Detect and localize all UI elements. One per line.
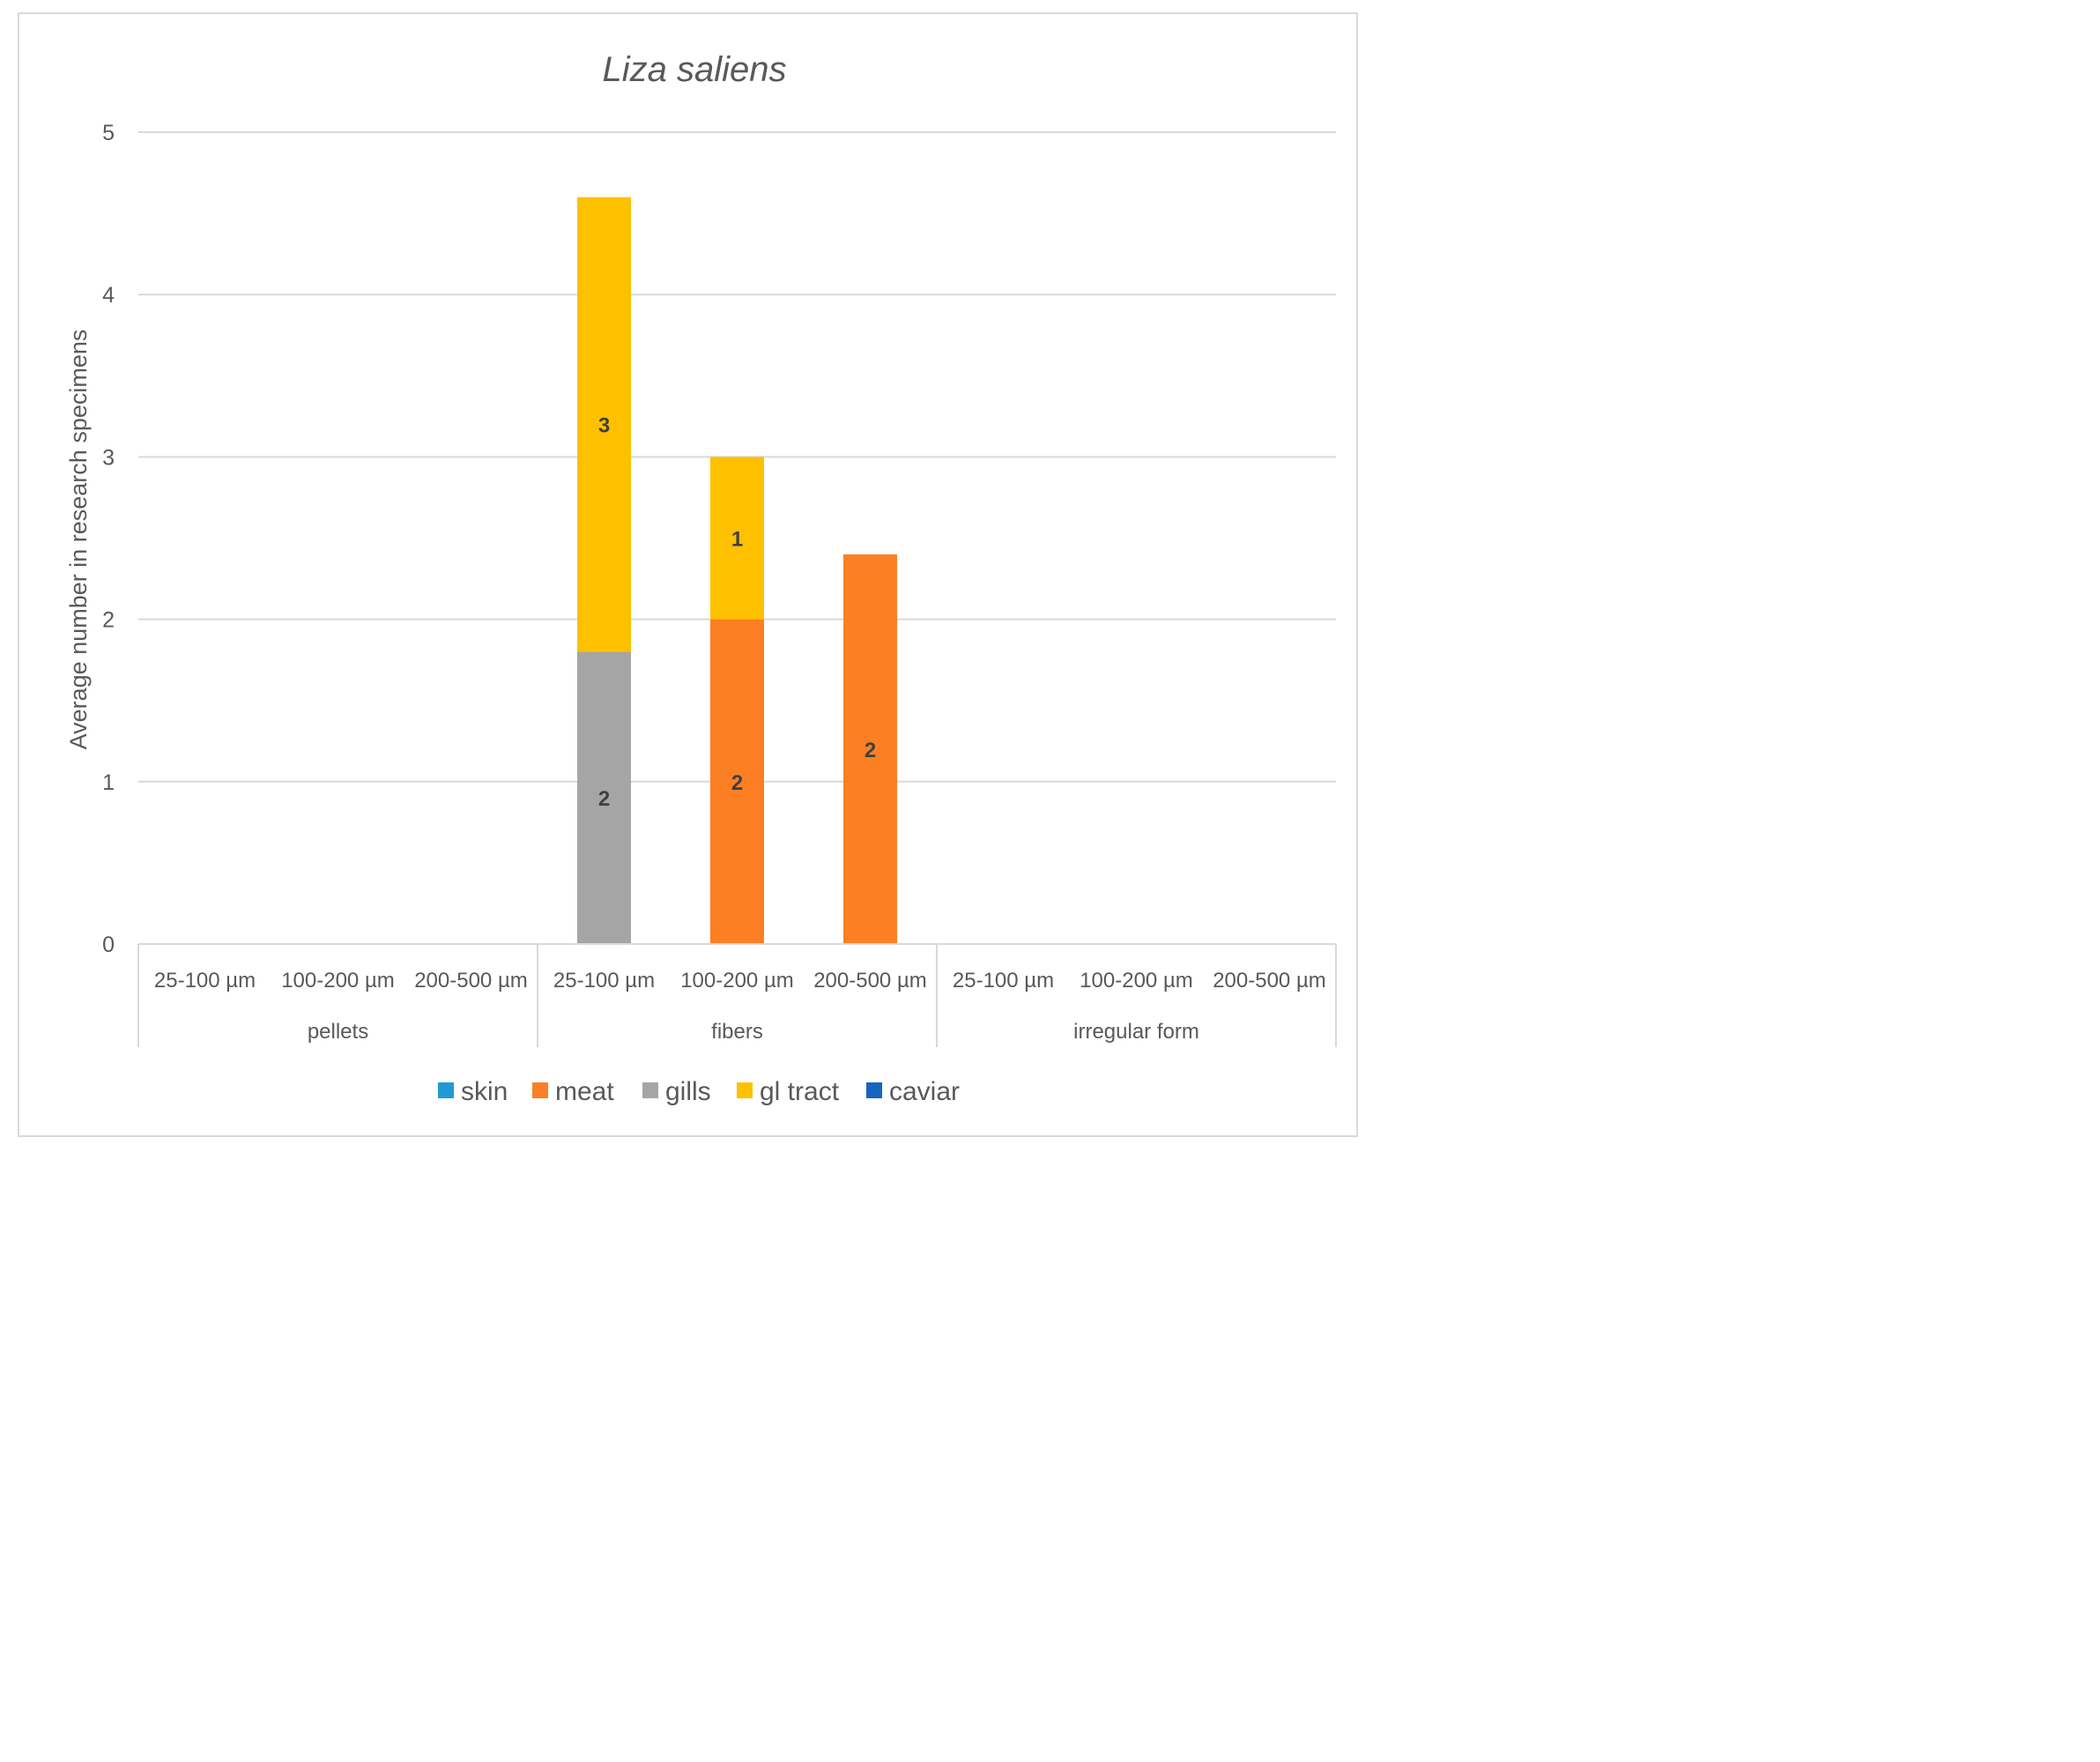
x-group-label: fibers	[711, 1020, 763, 1044]
y-tick-label: 4	[102, 283, 115, 308]
data-label: 2	[864, 739, 876, 762]
legend-label-gills: gills	[665, 1077, 711, 1106]
y-tick-label: 0	[102, 933, 115, 957]
legend-label-skin: skin	[461, 1077, 508, 1106]
chart-title: Liza saliens	[602, 50, 786, 89]
stacked-bar-chart: Liza saliens Average number in research …	[0, 0, 1377, 1156]
data-label: 2	[598, 787, 610, 811]
x-tick-label: 25-100 µm	[553, 969, 655, 993]
x-tick-label: 200-500 µm	[1213, 969, 1326, 993]
legend-swatch-meat	[532, 1082, 548, 1098]
y-tick-label: 1	[102, 770, 115, 795]
x-tick-label: 200-500 µm	[414, 969, 528, 993]
x-tick-label: 100-200 µm	[1080, 969, 1193, 993]
x-tick-label: 25-100 µm	[154, 969, 256, 993]
y-tick-label: 3	[102, 445, 115, 470]
data-label: 3	[598, 414, 610, 438]
x-tick-label: 100-200 µm	[281, 969, 395, 993]
x-group-label: irregular form	[1073, 1020, 1199, 1044]
legend-swatch-gills	[642, 1082, 658, 1098]
legend-swatch-skin	[438, 1082, 454, 1098]
legend-label-gl-tract: gl tract	[760, 1077, 840, 1106]
legend-label-caviar: caviar	[889, 1077, 960, 1106]
y-tick-label: 2	[102, 608, 115, 633]
legend-swatch-gl-tract	[737, 1082, 753, 1098]
x-tick-label: 200-500 µm	[813, 969, 927, 993]
data-label: 2	[731, 771, 743, 795]
data-label: 1	[731, 528, 743, 552]
legend-label-meat: meat	[555, 1077, 614, 1106]
y-axis-label: Average number in research specimens	[65, 330, 92, 750]
legend-swatch-caviar	[866, 1082, 882, 1098]
x-group-label: pellets	[308, 1020, 368, 1044]
x-tick-label: 100-200 µm	[680, 969, 794, 993]
y-tick-label: 5	[102, 121, 115, 145]
x-tick-label: 25-100 µm	[953, 969, 1054, 993]
